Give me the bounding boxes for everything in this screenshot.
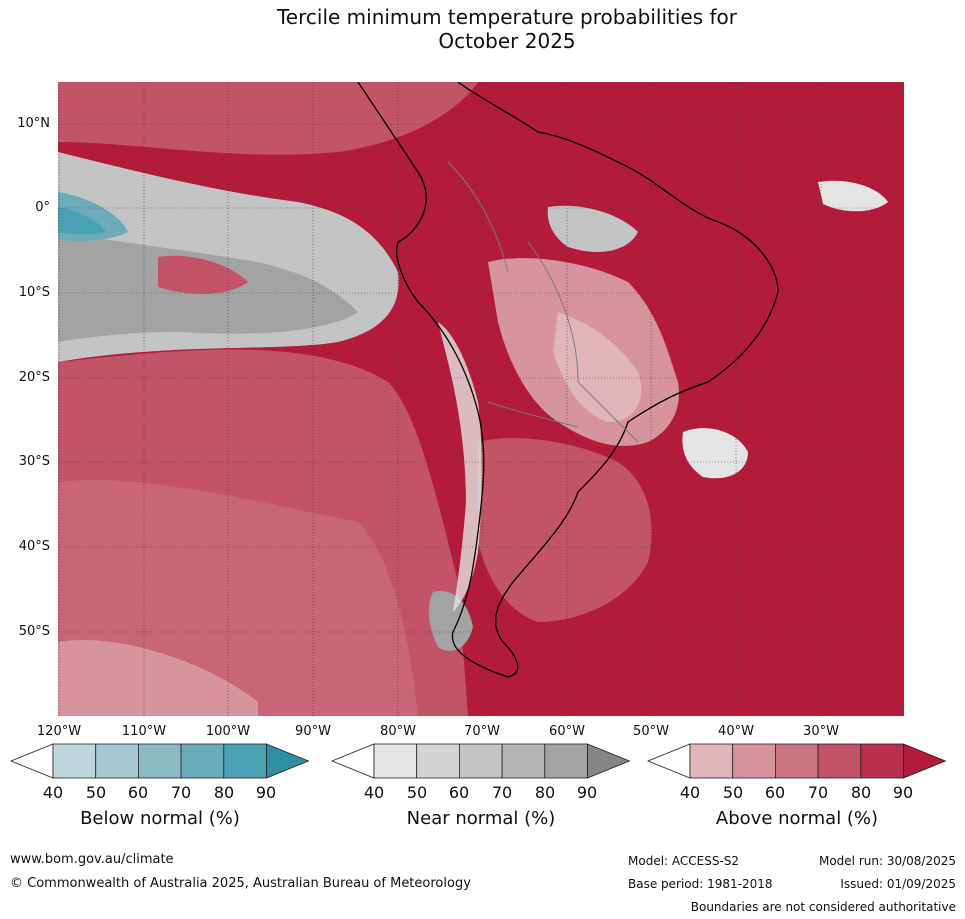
cbar-above-tick-70: 70 (807, 783, 829, 802)
colorbar-swatch (732, 743, 776, 779)
cbar-above-tick-80: 80 (850, 783, 872, 802)
colorbar-below-normal (9, 743, 310, 779)
colorbar-below-normal-label: Below normal (%) (80, 808, 240, 829)
southwest-region (58, 640, 258, 716)
cbar-near-tick-40: 40 (363, 783, 385, 802)
colorbar-lower-extension (9, 743, 54, 779)
interior-above-normal-lightest (553, 312, 642, 422)
cbar-below-tick-90: 90 (255, 783, 277, 802)
colorbar-swatch (52, 743, 97, 779)
cbar-near-tick-90: 90 (576, 783, 598, 802)
colorbar-above-normal (646, 743, 947, 779)
lat-label-20s: 20°S (18, 370, 50, 385)
colorbar-swatch (501, 743, 546, 779)
lon-label-50w: 50°W (633, 724, 669, 739)
cbar-above-tick-50: 50 (722, 783, 744, 802)
website-link[interactable]: www.bom.gov.au/climate (10, 852, 174, 867)
colorbar-above-normal-label: Above normal (%) (715, 808, 879, 829)
colorbar-upper-extension (903, 743, 947, 779)
patagonia-near-normal (428, 591, 473, 651)
lon-label-90w: 90°W (295, 724, 331, 739)
cbar-near-tick-50: 50 (406, 783, 428, 802)
colorbar-lower-extension (330, 743, 375, 779)
colorbar-below-normal-swatches (9, 743, 310, 779)
cbar-below-tick-70: 70 (170, 783, 192, 802)
colorbar-upper-extension (266, 743, 310, 779)
base-period-info: Base period: 1981-2018 (628, 877, 773, 891)
colorbar-swatch (223, 743, 267, 779)
below-normal-core (58, 207, 106, 235)
lat-label-10n: 10°N (17, 116, 50, 131)
colorbar-swatch (416, 743, 460, 779)
colorbar-above-normal-swatches (646, 743, 947, 779)
cbar-below-tick-60: 60 (127, 783, 149, 802)
lon-label-40w: 40°W (718, 724, 754, 739)
boundary-disclaimer: Boundaries are not considered authoritat… (690, 900, 956, 914)
amazon-near-normal (547, 205, 638, 252)
title-line-1: Tercile minimum temperature probabilitie… (276, 5, 738, 29)
colorbar-upper-extension (587, 743, 631, 779)
issued-info: Issued: 01/09/2025 (840, 877, 956, 891)
colorbar-swatch (774, 743, 819, 779)
colorbar-swatch (860, 743, 904, 779)
caribbean-region (58, 82, 478, 155)
model-run-info: Model run: 30/08/2025 (818, 854, 956, 868)
cbar-below-tick-80: 80 (213, 783, 235, 802)
lon-label-70w: 70°W (464, 724, 500, 739)
lon-label-100w: 100°W (205, 724, 251, 739)
lat-label-40s: 40°S (18, 539, 50, 554)
cbar-above-tick-90: 90 (892, 783, 914, 802)
andes-strip (438, 322, 482, 612)
lon-label-120w: 120°W (36, 724, 82, 739)
cbar-above-tick-60: 60 (764, 783, 786, 802)
map-canvas (58, 82, 904, 716)
atlantic-near-normal-patch-2 (818, 180, 888, 212)
cbar-below-tick-50: 50 (85, 783, 107, 802)
atlantic-near-normal-patch (682, 428, 748, 479)
lon-label-60w: 60°W (549, 724, 585, 739)
lat-label-0: 0° (35, 200, 50, 215)
graticule (58, 82, 904, 716)
colorbar-near-normal (330, 743, 631, 779)
colorbar-near-normal-swatches (330, 743, 631, 779)
colorbar-swatch (689, 743, 734, 779)
lon-label-30w: 30°W (803, 724, 839, 739)
country-boundaries (447, 161, 639, 443)
lat-label-50s: 50°S (18, 624, 50, 639)
cbar-below-tick-40: 40 (42, 783, 64, 802)
lon-label-80w: 80°W (380, 724, 416, 739)
colorbar-swatch (95, 743, 139, 779)
colorbar-swatch (544, 743, 588, 779)
lat-label-10s: 10°S (18, 285, 50, 300)
model-info: Model: ACCESS-S2 (628, 854, 740, 868)
colorbar-swatch (817, 743, 862, 779)
colorbar-lower-extension (646, 743, 691, 779)
argentina-region (478, 438, 652, 622)
probability-map (58, 82, 904, 716)
title-line-2: October 2025 (438, 29, 576, 53)
colorbar-swatch (137, 743, 182, 779)
colorbar-swatch (458, 743, 503, 779)
copyright-text: © Commonwealth of Australia 2025, Austra… (10, 876, 471, 891)
lat-label-30s: 30°S (18, 454, 50, 469)
cbar-above-tick-40: 40 (679, 783, 701, 802)
pacific-red-tongue (158, 255, 248, 294)
colorbar-near-normal-label: Near normal (%) (406, 808, 556, 829)
cbar-near-tick-60: 60 (448, 783, 470, 802)
colorbar-swatch (180, 743, 225, 779)
colorbar-swatch (373, 743, 418, 779)
map-title: Tercile minimum temperature probabilitie… (0, 5, 965, 53)
cbar-near-tick-80: 80 (534, 783, 556, 802)
lon-label-110w: 110°W (121, 724, 167, 739)
south-america-coastline (357, 82, 779, 678)
cbar-near-tick-70: 70 (491, 783, 513, 802)
